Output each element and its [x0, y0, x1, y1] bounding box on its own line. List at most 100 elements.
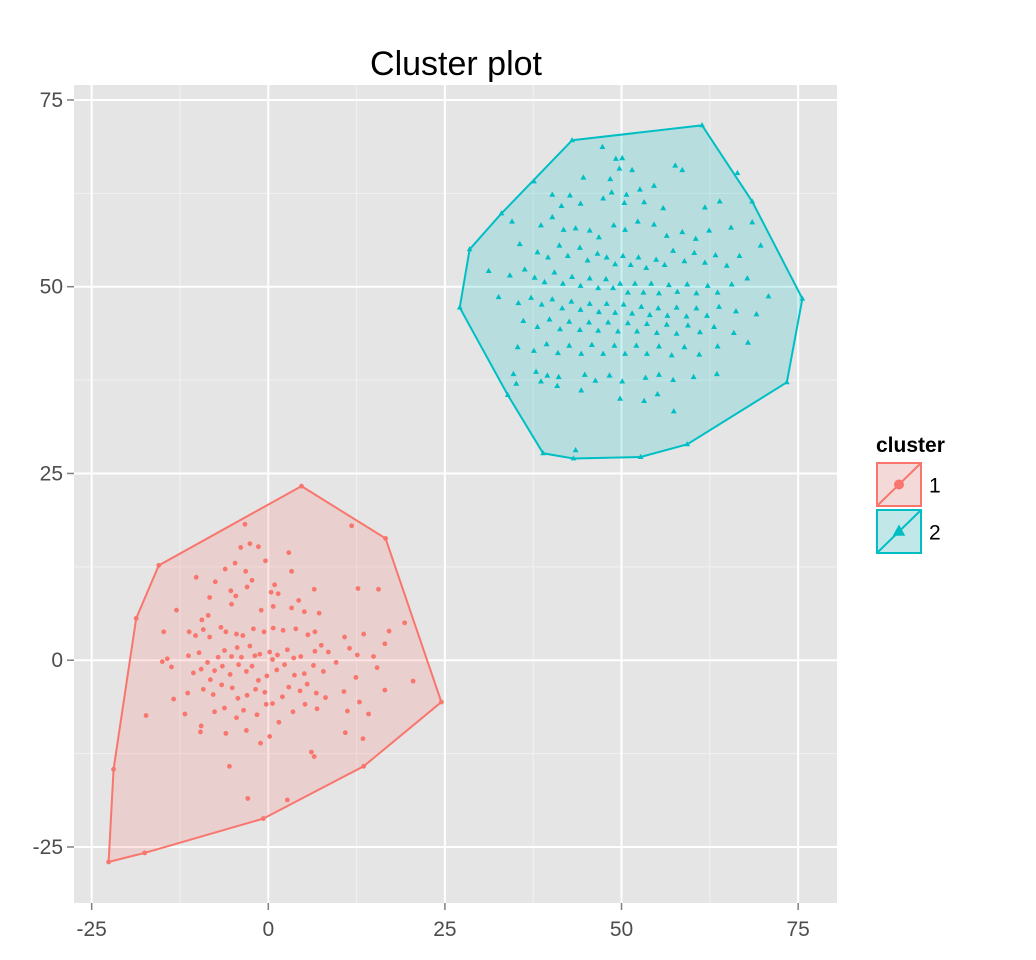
cluster-1-point: [210, 692, 216, 697]
cluster-2-point: [633, 342, 640, 348]
cluster-2-point: [559, 305, 566, 311]
cluster-2-point: [701, 259, 708, 265]
cluster-2-point: [665, 281, 672, 288]
cluster-2-point: [716, 198, 723, 204]
cluster-2-point: [681, 257, 688, 264]
cluster-1-point: [376, 586, 381, 592]
cluster-1-hull-vertex: [142, 850, 148, 856]
cluster-2-point: [696, 328, 703, 335]
cluster-1-point: [286, 550, 292, 556]
x-tick-label: 25: [433, 918, 456, 941]
cluster-1-point: [222, 705, 227, 711]
x-tick-label: -25: [76, 918, 106, 941]
cluster-1-point: [264, 673, 270, 679]
cluster-2-point: [673, 304, 680, 310]
cluster-1-point: [234, 715, 239, 721]
cluster-2-point: [643, 350, 650, 356]
cluster-1-point: [276, 719, 282, 725]
cluster-1-point: [232, 560, 238, 566]
cluster-1-point: [212, 668, 217, 674]
cluster-1-point: [305, 632, 311, 638]
cluster-1-point: [243, 669, 249, 674]
cluster-2-point: [530, 347, 537, 353]
cluster-2-hull-vertex: [570, 455, 577, 461]
cluster-1-point: [361, 631, 367, 637]
cluster-1-point: [291, 655, 297, 661]
cluster-2-point: [606, 372, 613, 378]
cluster-points: [143, 143, 772, 803]
cluster-2-point: [622, 226, 629, 232]
cluster-1-point: [164, 656, 170, 662]
cluster-2-point: [716, 303, 722, 309]
cluster-2-point: [543, 340, 550, 347]
cluster-1-point: [270, 701, 275, 706]
cluster-1-point: [240, 633, 246, 638]
cluster-1-point: [207, 634, 213, 640]
cluster-2-point: [646, 311, 653, 318]
cluster-2-point: [617, 395, 624, 401]
cluster-2-point: [704, 282, 711, 288]
cluster-2-point: [655, 343, 662, 349]
cluster-2-point: [693, 305, 700, 311]
cluster-2-point: [714, 289, 721, 295]
cluster-1-hull-vertex: [111, 766, 116, 772]
cluster-1-point: [247, 541, 253, 547]
cluster-2-hull-vertex: [504, 391, 511, 397]
cluster-2-point: [634, 218, 641, 224]
cluster-2-point: [643, 264, 650, 271]
cluster-2-point: [549, 296, 556, 302]
x-tick-label: 75: [786, 918, 809, 941]
cluster-1-point: [205, 660, 210, 665]
cluster-1-point: [262, 689, 268, 695]
cluster-1-hull-vertex: [299, 483, 304, 489]
cluster-2-point: [549, 191, 556, 197]
cluster-1-point: [236, 662, 242, 668]
cluster-2-point: [670, 408, 677, 414]
cluster-1-point: [302, 701, 308, 707]
cluster-2-point: [538, 222, 544, 228]
cluster-1-point: [261, 629, 267, 635]
cluster-2-point: [534, 249, 541, 255]
cluster-2-point: [554, 382, 561, 389]
cluster-1-point: [219, 663, 225, 669]
cluster-1-point: [222, 566, 228, 572]
y-tick-label: -25: [33, 836, 63, 859]
cluster-1-point: [198, 666, 204, 672]
cluster-1-hull-vertex: [361, 763, 367, 769]
cluster-1-point: [196, 650, 202, 656]
cluster-1-point: [366, 711, 372, 717]
cluster-1-point: [301, 609, 307, 615]
cluster-2-point: [520, 317, 527, 324]
legend-title: cluster: [876, 434, 945, 457]
cluster-1-point: [238, 545, 244, 550]
cluster-1-point: [233, 593, 239, 599]
cluster-2-point: [653, 256, 660, 262]
cluster-1-point: [161, 629, 167, 635]
cluster-1-point: [200, 686, 206, 692]
cluster-2-point: [691, 249, 698, 256]
cluster-2-hull-vertex: [783, 379, 790, 385]
cluster-2-point: [610, 222, 617, 228]
cluster-2-point: [670, 376, 677, 383]
cluster-2-point: [624, 320, 631, 326]
cluster-2-point: [668, 352, 675, 358]
cluster-1-hull-vertex: [260, 816, 266, 821]
cluster-1-point: [301, 671, 307, 677]
y-tick-label: 50: [40, 276, 63, 299]
cluster-2-point: [515, 299, 522, 306]
cluster-1-point: [293, 626, 299, 632]
cluster-1-point: [239, 654, 244, 660]
cluster-1-point: [280, 694, 285, 700]
cluster-2-point: [619, 378, 626, 384]
cluster-1-point: [382, 641, 388, 647]
cluster-1-point: [244, 584, 250, 590]
cluster-1-point: [255, 677, 261, 683]
cluster-2-point: [546, 316, 553, 322]
cluster-2-hull-vertex: [569, 137, 575, 143]
cluster-1-point: [311, 754, 317, 759]
cluster-1-point: [284, 797, 290, 803]
cluster-1-point: [318, 642, 324, 648]
cluster-2-point: [551, 269, 558, 275]
cluster-1-point: [251, 626, 256, 632]
